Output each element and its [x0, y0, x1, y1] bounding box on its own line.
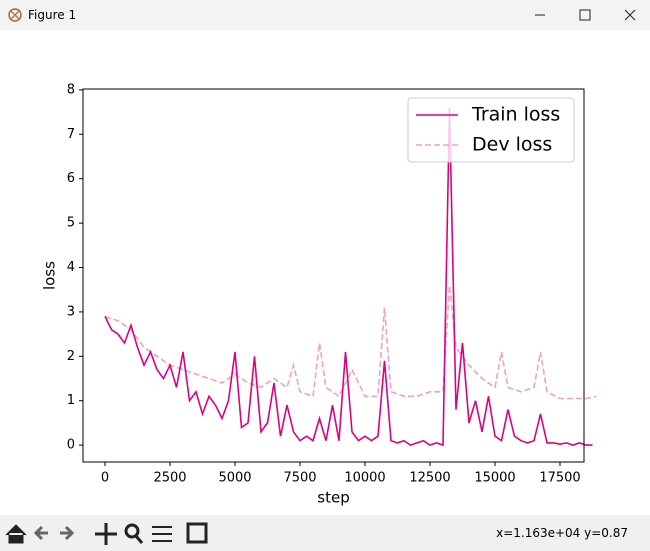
toolbar: x=1.163e+04 y=0.87: [0, 515, 650, 551]
x-tick-label: 5000: [218, 471, 251, 486]
title-bar: Figure 1: [0, 0, 650, 30]
legend-label: Train loss: [471, 104, 560, 126]
y-tick-label: 8: [67, 82, 75, 97]
y-tick-label: 2: [67, 349, 75, 364]
y-tick-label: 5: [67, 216, 75, 231]
y-tick-label: 1: [67, 393, 75, 408]
axes-frame: [82, 88, 585, 463]
y-tick-label: 7: [67, 127, 75, 142]
window-title: Figure 1: [28, 8, 77, 22]
y-tick-label: 6: [67, 171, 75, 186]
x-axis-label: step: [317, 489, 349, 507]
y-tick-label: 4: [67, 260, 75, 275]
y-tick-label: 3: [67, 304, 75, 319]
y-tick-label: 0: [67, 438, 75, 453]
status-text: x=1.163e+04 y=0.87: [496, 526, 628, 540]
legend-label: Dev loss: [472, 134, 552, 156]
x-tick-label: 7500: [283, 471, 316, 486]
x-tick-label: 10000: [344, 471, 385, 486]
x-tick-label: 17500: [539, 471, 580, 486]
y-axis-label: loss: [41, 261, 59, 290]
x-tick-label: 12500: [409, 471, 450, 486]
x-tick-label: 0: [101, 471, 109, 486]
toolbar-icons[interactable]: [0, 515, 220, 551]
x-tick-label: 15000: [474, 471, 515, 486]
figure: 0 2500 5000 7500 10000 12500 15000 17500 0 1 2 3 4 5 6…: [41, 82, 597, 507]
window-controls[interactable]: [520, 0, 650, 30]
legend-box: [407, 97, 575, 163]
app-icon: [8, 8, 22, 22]
line-series: [104, 107, 593, 447]
line-series: [104, 285, 597, 400]
x-tick-label: 2500: [153, 471, 186, 486]
